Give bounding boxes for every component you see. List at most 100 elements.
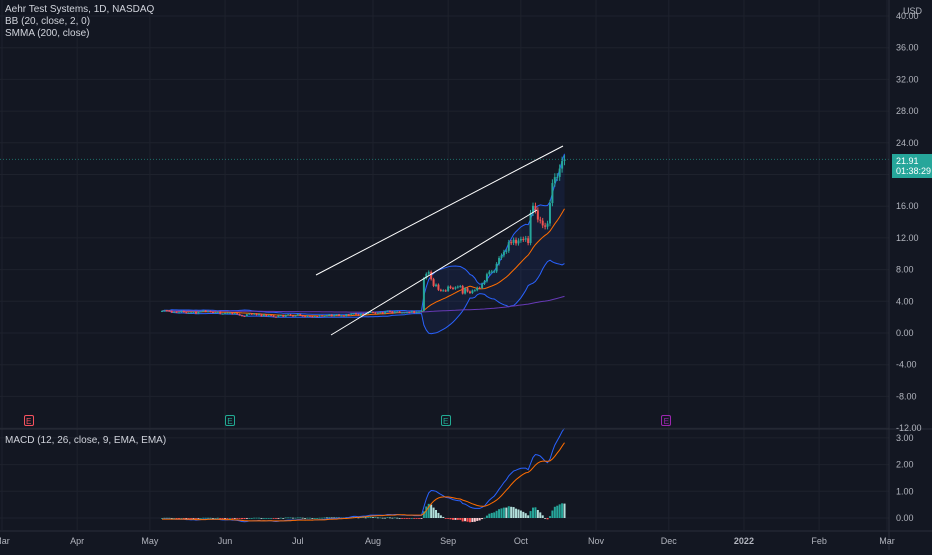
macd-hist-bar <box>451 518 454 520</box>
x-tick-label: Aug <box>365 536 381 546</box>
candle-body <box>335 314 338 316</box>
macd-hist-bar <box>243 518 246 520</box>
macd-hist-bar <box>245 518 248 519</box>
candle-body <box>369 311 372 313</box>
candle-body <box>418 311 421 313</box>
candle-body <box>553 177 556 184</box>
candle-body <box>187 312 190 314</box>
y-tick-label: -8.00 <box>896 391 917 401</box>
macd-hist-bar <box>519 510 522 518</box>
macd-hist-bar <box>408 518 411 519</box>
candle-body <box>524 238 527 240</box>
macd-hist-bar <box>541 515 544 518</box>
candle-body <box>459 286 462 288</box>
macd-hist-bar <box>500 508 503 518</box>
candle-body <box>464 288 467 294</box>
macd-hist-bar <box>430 504 433 518</box>
candle-body <box>401 312 404 314</box>
candle-body <box>260 314 263 317</box>
macd-hist-bar <box>536 509 539 518</box>
macd-hist-bar <box>279 517 282 519</box>
candle-body <box>515 239 518 244</box>
macd-hist-bar <box>398 518 401 519</box>
macd-hist-bar <box>391 517 394 519</box>
candle-body <box>170 310 173 313</box>
symbol-title[interactable]: Aehr Test Systems, 1D, NASDAQ <box>5 4 155 15</box>
macd-hist-bar <box>248 518 251 519</box>
macd-hist-bar <box>510 506 513 518</box>
candle-body <box>299 314 302 316</box>
macd-hist-bar <box>219 518 222 519</box>
macd-hist-bar <box>207 517 210 519</box>
y-tick-label: 12.00 <box>896 233 919 243</box>
macd-hist-bar <box>316 518 319 519</box>
macd-hist-bar <box>224 518 227 519</box>
macd-legend-box: MACD (12, 26, close, 9, EMA, EMA) <box>5 435 166 447</box>
y-tick-label: 32.00 <box>896 74 919 84</box>
bb-legend[interactable]: BB (20, close, 2, 0) <box>5 16 91 27</box>
earnings-marker[interactable]: E <box>23 415 34 426</box>
candle-body <box>178 312 180 314</box>
earnings-marker[interactable]: E <box>440 415 451 426</box>
candle-body <box>330 314 333 317</box>
candle-body <box>381 312 384 314</box>
candle-body <box>548 203 551 224</box>
macd-hist-bar <box>488 513 491 518</box>
candle-body <box>168 310 171 312</box>
macd-legend[interactable]: MACD (12, 26, close, 9, EMA, EMA) <box>5 435 167 446</box>
candle-body <box>224 312 227 314</box>
smma-legend[interactable]: SMMA (200, close) <box>5 28 90 39</box>
candle-body <box>357 314 360 316</box>
x-tick-label: Sep <box>440 536 456 546</box>
macd-hist-bar <box>350 516 353 518</box>
candle-body <box>507 242 510 251</box>
macd-tick-label: 2.00 <box>896 460 914 470</box>
candle-body <box>287 314 290 316</box>
candle-body <box>255 313 258 316</box>
candle-body <box>238 314 241 316</box>
macd-hist-bar <box>505 507 508 518</box>
macd-hist-bar <box>485 515 488 518</box>
x-tick-label: Dec <box>661 536 678 546</box>
macd-hist-bar <box>471 518 474 523</box>
candle-body <box>248 313 251 315</box>
macd-hist-bar <box>323 517 326 519</box>
macd-hist-bar <box>194 518 197 519</box>
candle-body <box>267 315 270 317</box>
macd-hist-bar <box>427 503 430 518</box>
macd-hist-bar <box>306 517 309 519</box>
macd-hist-bar <box>369 516 372 518</box>
macd-hist-bar <box>197 518 200 519</box>
macd-hist-bar <box>163 517 166 519</box>
y-tick-label: 4.00 <box>896 296 914 306</box>
x-tick-label: Feb <box>811 536 827 546</box>
macd-hist-bar <box>468 518 471 523</box>
candle-body <box>182 310 185 313</box>
macd-hist-bar <box>250 518 253 519</box>
macd-pane <box>161 428 566 523</box>
earnings-marker[interactable]: E <box>661 415 672 426</box>
candle-body <box>471 290 474 293</box>
candle-body <box>207 311 210 313</box>
currency-label: USD <box>902 6 922 16</box>
macd-hist-bar <box>420 518 423 519</box>
macd-hist-bar <box>556 505 559 518</box>
macd-hist-bar <box>432 507 435 518</box>
macd-hist-bar <box>304 518 307 519</box>
macd-hist-bar <box>498 509 501 518</box>
candle-body <box>214 312 217 314</box>
grid <box>0 0 889 530</box>
candle-body <box>454 287 457 289</box>
macd-hist-bar <box>209 517 212 519</box>
macd-hist-bar <box>454 518 457 520</box>
earnings-marker[interactable]: E <box>224 415 235 426</box>
macd-hist-bar <box>527 515 530 518</box>
candle-body <box>427 271 430 274</box>
macd-hist-bar <box>461 518 464 522</box>
macd-hist-bar <box>168 517 171 519</box>
macd-hist-bar <box>182 518 185 519</box>
candle-body <box>532 205 534 213</box>
macd-hist-bar <box>262 518 265 519</box>
